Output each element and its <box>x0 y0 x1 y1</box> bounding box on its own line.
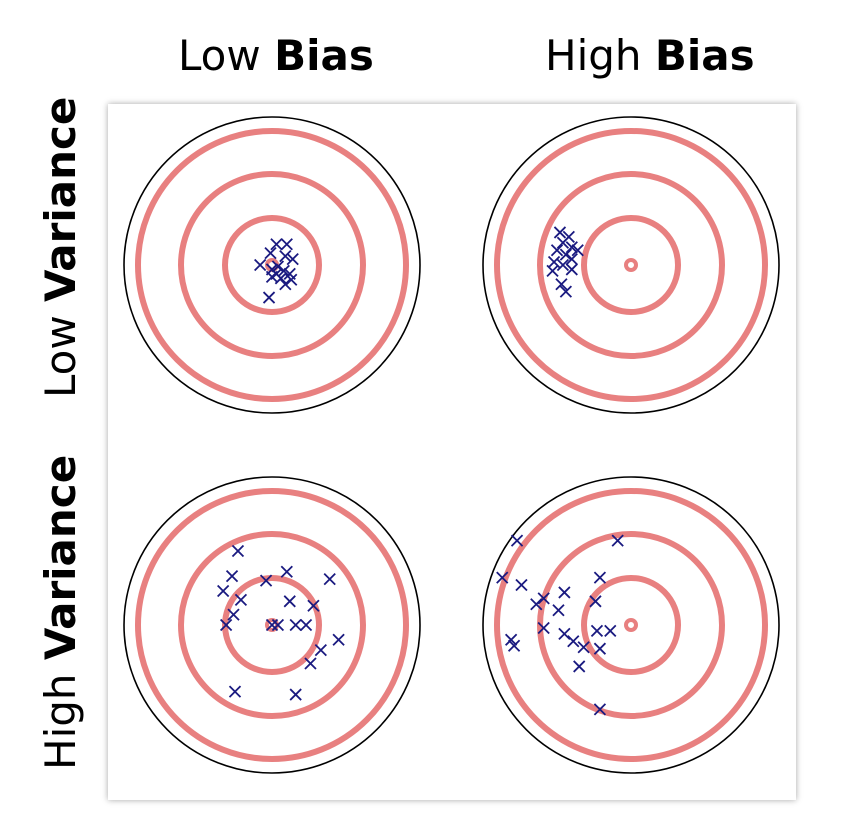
hit-marker <box>228 685 242 698</box>
column-title-high-bias: High Bias <box>545 31 755 80</box>
target-ring-3 <box>581 215 681 315</box>
target-low-bias-high-variance <box>123 476 421 774</box>
hit-marker <box>593 642 607 655</box>
hit-marker <box>304 657 317 670</box>
hit-marker <box>530 598 543 611</box>
hit-marker <box>510 534 524 547</box>
hit-marker <box>217 584 230 598</box>
hit-marker <box>550 244 564 257</box>
hit-marker <box>515 578 528 592</box>
outer-circle <box>482 476 780 774</box>
outer-circle <box>123 116 421 414</box>
hit-marker <box>259 574 273 587</box>
row-title-low-variance: Low Variance <box>36 96 85 398</box>
hit-marker <box>546 264 559 278</box>
target-ring-1 <box>494 488 768 762</box>
hit-marker <box>254 258 267 272</box>
hit-marker <box>504 633 518 646</box>
hit-marker <box>225 570 239 583</box>
hit-marker <box>537 592 550 605</box>
hit-marker <box>611 534 624 547</box>
hit-marker <box>289 688 302 701</box>
hit-marker <box>227 608 240 621</box>
hit-marker <box>558 586 571 599</box>
hit-marker <box>565 263 578 276</box>
target-ring-1 <box>494 128 768 402</box>
hit-marker <box>286 252 299 266</box>
hit-marker <box>270 238 283 251</box>
hit-marker <box>577 641 590 654</box>
hit-marker <box>277 264 290 278</box>
bullseye <box>624 258 638 272</box>
target-high-bias-high-variance <box>482 476 780 774</box>
hit-marker <box>323 572 336 586</box>
hit-marker <box>265 270 279 283</box>
hit-marker <box>280 238 293 251</box>
hit-marker <box>283 595 296 608</box>
hit-marker <box>559 285 573 298</box>
hit-marker <box>279 278 292 291</box>
targets-panel <box>108 104 796 800</box>
hit-marker <box>271 260 285 273</box>
target-ring-2 <box>537 531 725 719</box>
hit-marker <box>552 604 565 617</box>
hit-marker <box>299 618 313 632</box>
target-high-bias-low-variance <box>482 116 780 414</box>
target-ring-2 <box>537 171 725 359</box>
hit-marker <box>280 565 293 578</box>
outer-circle <box>482 116 780 414</box>
target-ring-2 <box>178 531 366 719</box>
targets-canvas <box>123 116 780 774</box>
hit-marker <box>271 618 285 632</box>
hit-marker <box>262 291 276 304</box>
column-title-low-bias: Low Bias <box>178 31 374 80</box>
hit-marker <box>589 595 602 608</box>
hit-marker <box>590 624 604 638</box>
hit-marker <box>565 252 578 266</box>
bullseye <box>624 618 638 632</box>
target-low-bias-low-variance <box>123 116 421 414</box>
target-ring-2 <box>178 171 366 359</box>
hit-marker <box>289 618 302 632</box>
hit-marker <box>279 249 292 263</box>
hit-marker <box>556 258 570 272</box>
hit-marker <box>496 571 509 584</box>
target-ring-3 <box>222 215 322 315</box>
hit-marker <box>604 624 617 638</box>
hit-marker <box>571 244 584 257</box>
hit-marker <box>219 618 233 632</box>
hit-marker <box>307 599 320 612</box>
hit-marker <box>556 236 570 249</box>
row-title-high-variance: High Variance <box>36 454 85 770</box>
hit-marker <box>565 241 578 254</box>
hit-marker <box>559 248 573 261</box>
hit-marker <box>234 593 248 606</box>
target-ring-1 <box>135 488 409 762</box>
hit-marker <box>265 618 279 632</box>
hit-marker <box>573 660 586 673</box>
hit-marker <box>507 639 521 652</box>
hit-marker <box>231 544 245 558</box>
hit-marker <box>264 247 277 260</box>
target-ring-3 <box>581 575 681 675</box>
target-ring-1 <box>135 128 409 402</box>
hit-marker <box>555 278 568 291</box>
hit-marker <box>537 621 550 635</box>
hit-marker <box>332 633 345 646</box>
hit-marker <box>558 627 571 641</box>
hit-marker <box>567 635 580 648</box>
hit-marker <box>314 644 327 657</box>
hit-marker <box>285 273 298 286</box>
hit-marker <box>553 226 567 239</box>
hit-marker <box>593 571 607 584</box>
outer-circle <box>123 476 421 774</box>
hit-marker <box>593 703 607 716</box>
